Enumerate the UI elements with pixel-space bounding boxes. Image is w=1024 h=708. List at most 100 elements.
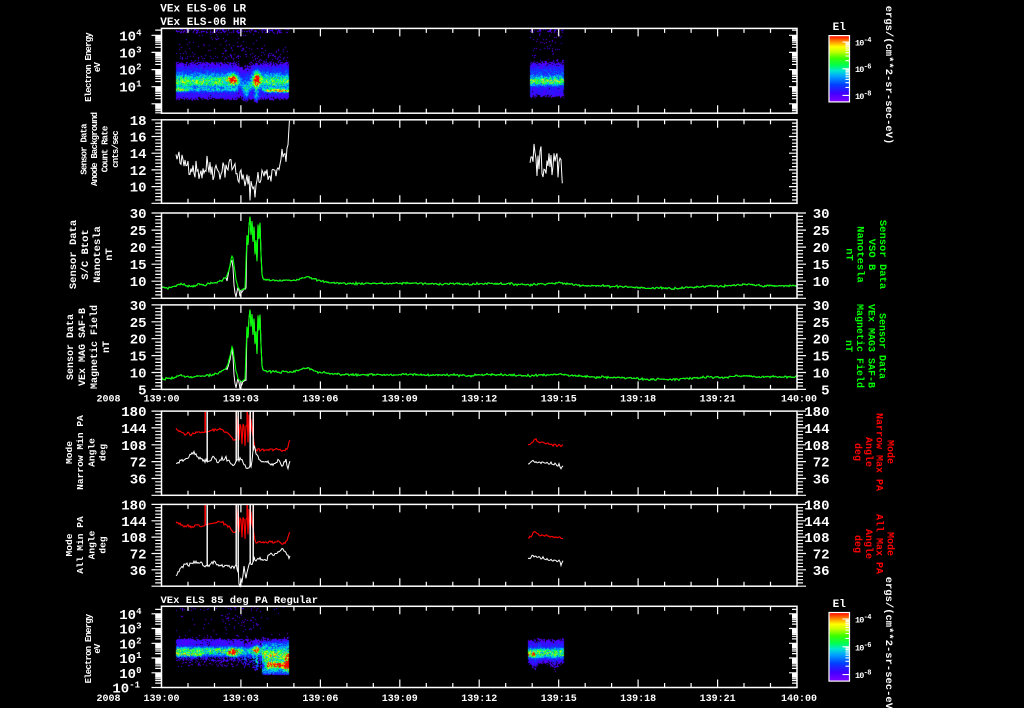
svg-text:Angle: Angle: [86, 530, 97, 559]
svg-text:30: 30: [813, 299, 830, 315]
svg-text:144: 144: [121, 422, 146, 438]
svg-text:Angle: Angle: [862, 437, 874, 467]
svg-text:Sensor Data: Sensor Data: [80, 123, 90, 175]
svg-text:15: 15: [813, 258, 830, 274]
svg-text:ergs/(cm**2-sr-sec-eV): ergs/(cm**2-sr-sec-eV): [882, 577, 894, 708]
svg-text:10-4: 10-4: [855, 37, 871, 49]
svg-text:139:06: 139:06: [302, 694, 338, 705]
svg-text:10-6: 10-6: [855, 642, 871, 654]
svg-text:nT: nT: [104, 248, 116, 261]
svg-text:139:00: 139:00: [143, 394, 179, 405]
svg-text:180: 180: [804, 498, 829, 514]
svg-text:5: 5: [821, 383, 829, 399]
svg-text:Angle: Angle: [862, 529, 874, 559]
svg-text:139:12: 139:12: [461, 694, 497, 705]
svg-text:Electron Energy: Electron Energy: [84, 613, 94, 683]
svg-text:139:09: 139:09: [382, 394, 418, 405]
svg-text:103: 103: [119, 45, 141, 62]
svg-text:Magnetic Field: Magnetic Field: [853, 304, 865, 388]
svg-text:72: 72: [130, 548, 147, 564]
svg-text:15: 15: [813, 350, 830, 366]
svg-text:100: 100: [119, 666, 141, 683]
svg-text:Sensor Data: Sensor Data: [68, 219, 80, 289]
svg-text:144: 144: [121, 515, 146, 531]
svg-text:36: 36: [813, 564, 830, 580]
svg-text:36: 36: [813, 473, 830, 489]
svg-text:Mode: Mode: [64, 533, 75, 556]
svg-text:139:18: 139:18: [620, 394, 656, 405]
svg-text:Magnetic Field: Magnetic Field: [89, 305, 101, 389]
svg-text:103: 103: [119, 622, 141, 639]
svg-text:36: 36: [130, 473, 147, 489]
svg-text:El: El: [833, 22, 847, 34]
svg-text:All Max PA: All Max PA: [873, 514, 885, 574]
svg-text:139:21: 139:21: [700, 394, 736, 405]
svg-text:VEx ELS 85 deg PA Regular: VEx ELS 85 deg PA Regular: [161, 595, 319, 607]
svg-text:139:21: 139:21: [700, 694, 736, 705]
svg-text:deg: deg: [98, 444, 109, 462]
svg-text:Nanotesla: Nanotesla: [92, 225, 104, 282]
svg-text:Count Rate: Count Rate: [101, 126, 111, 172]
svg-text:30: 30: [813, 207, 830, 223]
svg-text:El: El: [833, 599, 847, 611]
svg-text:139:12: 139:12: [461, 394, 497, 405]
svg-text:20: 20: [130, 333, 147, 349]
svg-text:108: 108: [804, 531, 829, 547]
svg-text:140:00: 140:00: [781, 694, 817, 705]
svg-text:25: 25: [813, 224, 830, 240]
svg-text:15: 15: [130, 350, 147, 366]
svg-text:104: 104: [119, 28, 142, 45]
svg-text:25: 25: [130, 224, 147, 240]
svg-text:10: 10: [813, 367, 830, 383]
svg-text:101: 101: [119, 80, 142, 97]
svg-text:139:03: 139:03: [223, 394, 259, 405]
svg-text:10-1: 10-1: [112, 681, 140, 698]
svg-text:2008: 2008: [96, 694, 120, 705]
svg-text:144: 144: [804, 515, 829, 531]
svg-text:139:09: 139:09: [382, 694, 418, 705]
svg-text:25: 25: [813, 316, 830, 332]
svg-text:cnts/sec: cnts/sec: [111, 131, 121, 168]
svg-text:5: 5: [138, 383, 146, 399]
svg-text:140:00: 140:00: [781, 394, 817, 405]
svg-text:72: 72: [130, 456, 147, 472]
svg-text:10-8: 10-8: [855, 90, 871, 102]
svg-text:nT: nT: [843, 248, 855, 261]
svg-text:Anode Background: Anode Background: [90, 112, 100, 186]
svg-text:12: 12: [130, 164, 147, 180]
svg-text:15: 15: [130, 258, 147, 274]
svg-text:deg: deg: [98, 536, 109, 554]
svg-text:20: 20: [813, 241, 830, 257]
svg-text:All Min PA: All Min PA: [75, 516, 86, 574]
svg-text:180: 180: [804, 405, 829, 421]
svg-text:Mode: Mode: [884, 440, 896, 464]
svg-text:72: 72: [813, 456, 830, 472]
svg-text:16: 16: [130, 131, 147, 147]
svg-text:20: 20: [813, 333, 830, 349]
svg-text:10: 10: [130, 181, 147, 197]
svg-text:180: 180: [121, 498, 146, 514]
svg-text:108: 108: [121, 439, 146, 455]
svg-text:10: 10: [813, 275, 830, 291]
svg-text:108: 108: [121, 531, 146, 547]
svg-text:eV: eV: [93, 62, 103, 73]
svg-text:VEx ELS-06 LR: VEx ELS-06 LR: [160, 4, 246, 16]
svg-text:deg: deg: [851, 443, 863, 461]
svg-text:eV: eV: [93, 643, 103, 654]
svg-text:36: 36: [130, 564, 147, 580]
svg-text:Angle: Angle: [86, 438, 97, 467]
svg-text:Mode: Mode: [64, 441, 75, 464]
svg-text:VEx ELS-06 HR: VEx ELS-06 HR: [160, 17, 246, 29]
svg-text:139:03: 139:03: [223, 694, 259, 705]
svg-text:180: 180: [121, 405, 146, 421]
svg-text:20: 20: [130, 241, 147, 257]
svg-text:10-6: 10-6: [855, 64, 871, 76]
svg-text:25: 25: [130, 316, 147, 332]
svg-text:144: 144: [804, 422, 829, 438]
svg-text:139:00: 139:00: [143, 694, 179, 705]
svg-text:10-4: 10-4: [855, 614, 871, 626]
svg-text:108: 108: [804, 439, 829, 455]
svg-text:VEx MAG SAF-B: VEx MAG SAF-B: [78, 308, 89, 386]
svg-text:ergs/(cm**2-sr-sec-eV): ergs/(cm**2-sr-sec-eV): [882, 6, 894, 145]
svg-text:Narrow Max PA: Narrow Max PA: [873, 413, 884, 491]
